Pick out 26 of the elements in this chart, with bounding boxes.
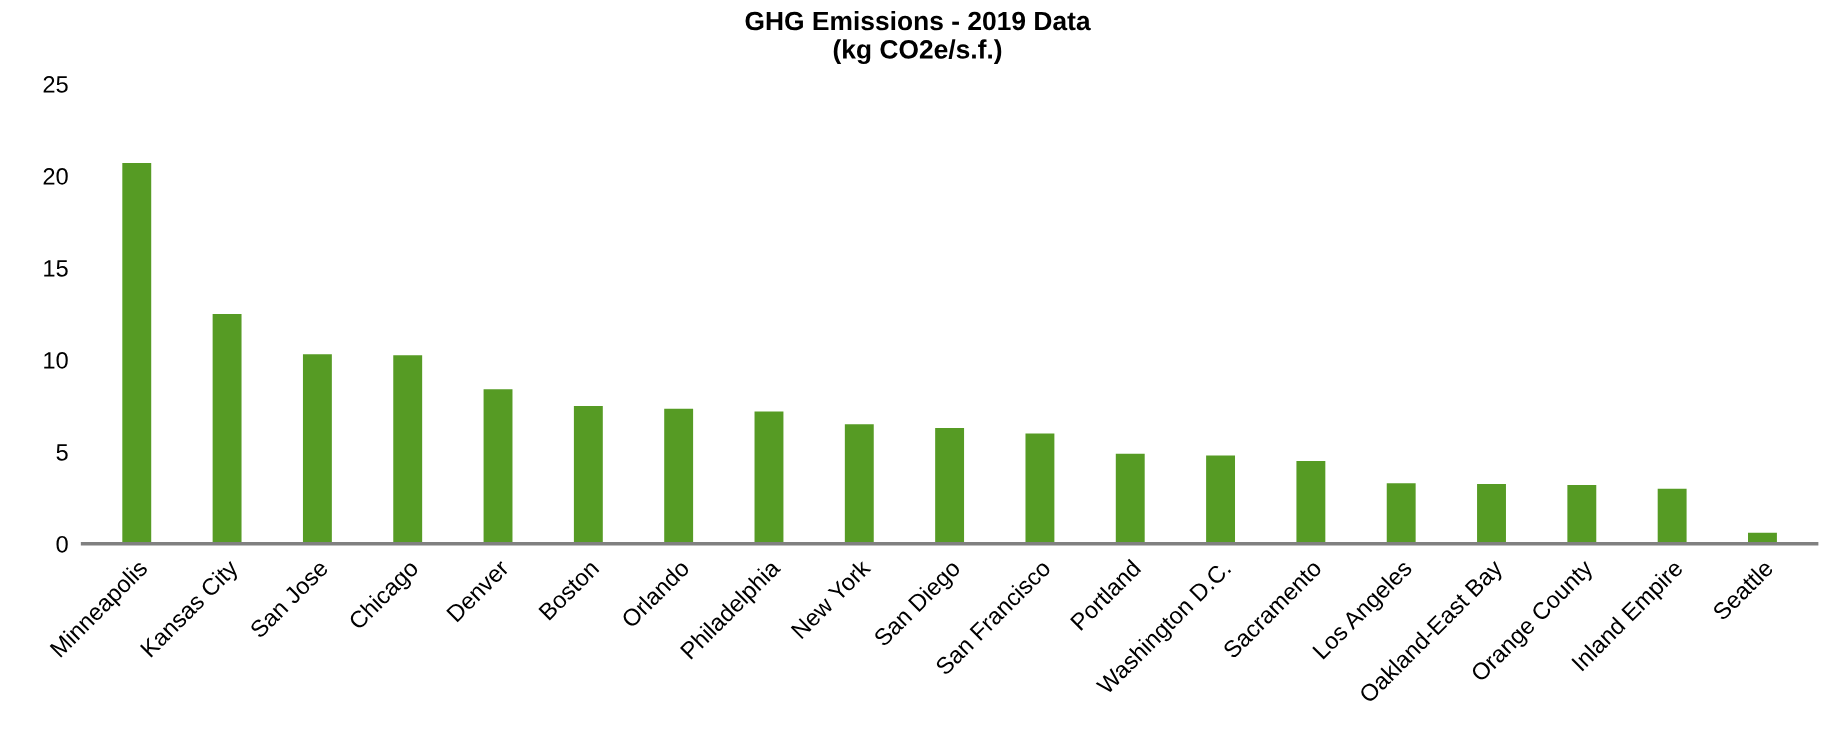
bar	[212, 313, 242, 544]
bar	[122, 163, 152, 544]
bar	[664, 408, 694, 544]
bar	[1025, 433, 1055, 544]
y-tick-label: 0	[56, 535, 68, 553]
chart-title: GHG Emissions - 2019 Data (kg CO2e/s.f.)	[745, 10, 1091, 65]
y-tick-label: 15	[44, 260, 68, 277]
y-tick-label: 5	[56, 444, 68, 461]
bar	[1567, 484, 1597, 544]
bar	[573, 405, 603, 544]
bar	[1477, 484, 1506, 544]
bar	[935, 427, 965, 544]
bar	[1657, 488, 1687, 544]
bar	[302, 354, 332, 544]
bar	[844, 424, 874, 544]
y-tick-label: 25	[43, 76, 68, 93]
bar	[1206, 455, 1236, 544]
bar	[393, 355, 423, 544]
bar	[754, 411, 784, 544]
bar	[1386, 483, 1416, 544]
x-tick-label: San Jose	[248, 558, 329, 639]
bar	[483, 389, 513, 544]
bar	[1296, 461, 1326, 544]
y-tick-label: 10	[44, 351, 68, 369]
y-tick-label: 20	[43, 168, 68, 185]
bar	[1115, 453, 1145, 544]
